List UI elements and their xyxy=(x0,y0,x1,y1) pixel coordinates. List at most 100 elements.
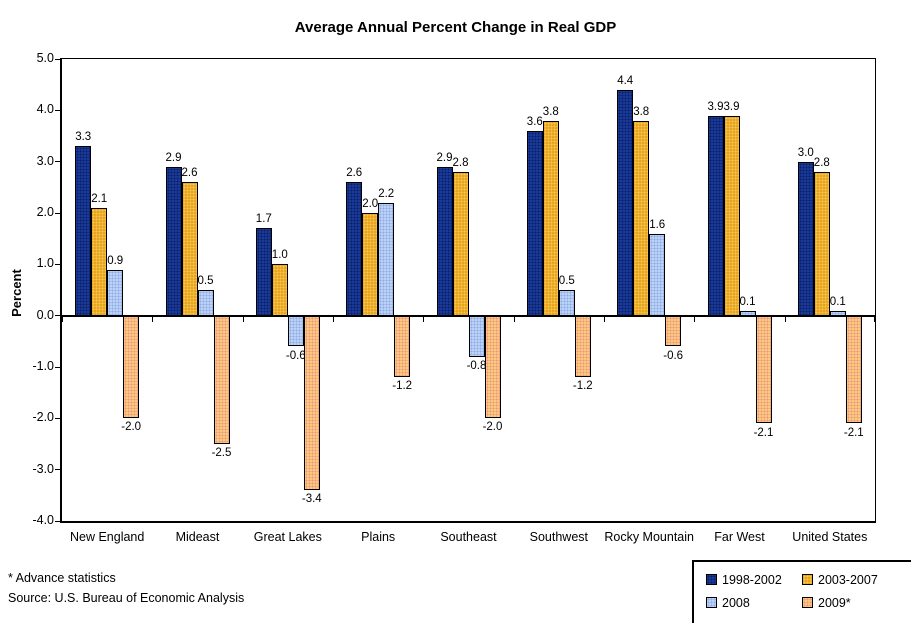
bar-2008-8 xyxy=(829,310,846,316)
bar-20032007-2 xyxy=(271,264,288,316)
legend-label: 2009* xyxy=(818,595,851,610)
bar-value-label: -1.2 xyxy=(572,380,593,393)
bar-2009-8 xyxy=(845,315,862,424)
x-axis-label-southwest: Southwest xyxy=(529,530,588,544)
category-tick xyxy=(152,316,153,322)
y-axis-tick-label: 3.0 xyxy=(36,153,54,168)
bar-value-label: 0.9 xyxy=(107,254,124,267)
bar-2009-1 xyxy=(213,315,230,444)
y-axis-tick xyxy=(55,212,62,214)
y-axis-tick-label: 0.0 xyxy=(36,307,54,322)
bar-value-label: 2.8 xyxy=(813,156,830,169)
bar-value-label: 1.6 xyxy=(649,218,666,231)
legend-swatch xyxy=(802,597,813,608)
footnotes: * Advance statistics Source: U.S. Bureau… xyxy=(8,568,244,608)
bar-value-label: 3.8 xyxy=(633,105,650,118)
bar-19982002-4 xyxy=(436,166,453,316)
bar-19982002-7 xyxy=(707,115,724,316)
y-axis-tick-label: 5.0 xyxy=(36,51,54,65)
x-axis-label-mideast: Mideast xyxy=(175,530,220,544)
plot-area: 3.3 2.9 1.7 2.6 2.9 3.6 4.4 3.9 3.0 2.1 2.6 1.0 2.0 2… xyxy=(60,58,876,523)
bar-value-label: 1.7 xyxy=(255,213,272,226)
bar-2008-1 xyxy=(197,290,214,316)
bar-2009-4 xyxy=(484,315,501,419)
bar-2009-0 xyxy=(123,315,140,419)
bar-19982002-3 xyxy=(346,182,363,316)
bar-value-label: -2.0 xyxy=(482,421,503,434)
y-axis-tick-label: 1.0 xyxy=(36,256,54,271)
x-axis-label-far-west: Far West xyxy=(714,530,765,544)
bar-value-label: -3.4 xyxy=(301,493,322,506)
category-tick xyxy=(874,316,875,322)
bar-value-label: 0.5 xyxy=(197,275,214,287)
bar-19982002-0 xyxy=(75,146,92,316)
x-axis-label-united-states: United States xyxy=(792,530,868,544)
bar-19982002-6 xyxy=(617,89,634,316)
legend-label: 2003-2007 xyxy=(818,572,878,587)
bar-value-label: -2.1 xyxy=(843,426,864,439)
footnote-advance-statistics: * Advance statistics xyxy=(8,571,116,585)
x-axis-zero-line xyxy=(62,314,875,317)
y-axis-tick xyxy=(55,161,62,163)
bar-value-label: 2.9 xyxy=(165,151,182,164)
bar-value-label: 0.5 xyxy=(558,275,575,287)
y-axis-tick xyxy=(55,469,62,471)
y-axis-tick-label: -3.0 xyxy=(32,461,54,476)
y-axis-tick-label: 2.0 xyxy=(36,205,54,219)
legend-swatch xyxy=(706,597,717,608)
bar-2009-5 xyxy=(574,315,591,378)
bar-2009-6 xyxy=(665,315,682,347)
bar-20032007-7 xyxy=(723,115,740,316)
y-axis-tick xyxy=(55,417,62,419)
bar-19982002-8 xyxy=(797,161,814,316)
bar-value-label: -2.0 xyxy=(121,421,142,434)
bar-value-label: 3.9 xyxy=(723,100,740,113)
y-axis-tick xyxy=(55,263,62,265)
bar-2008-4 xyxy=(468,315,485,357)
legend-item-2008: 2008 xyxy=(706,596,802,610)
bar-19982002-1 xyxy=(165,166,182,316)
bar-value-label: 1.0 xyxy=(271,249,288,262)
bar-value-label: -0.6 xyxy=(285,349,306,362)
y-axis-tick xyxy=(55,58,62,60)
bar-value-label: 0.1 xyxy=(739,295,756,308)
bar-value-label: 2.8 xyxy=(452,156,469,169)
category-tick xyxy=(333,316,334,322)
category-tick xyxy=(694,316,695,322)
bar-value-label: 2.6 xyxy=(181,167,198,180)
bar-2009-2 xyxy=(303,315,320,491)
bar-value-label: 2.6 xyxy=(346,167,363,180)
y-axis-tick-label: 4.0 xyxy=(36,102,54,117)
bar-value-label: 0.1 xyxy=(829,295,846,308)
bar-value-label: 2.0 xyxy=(362,198,379,210)
bar-19982002-2 xyxy=(255,228,272,316)
bar-20032007-8 xyxy=(813,171,830,316)
x-axis-label-plains: Plains xyxy=(361,530,396,544)
y-axis-tick-label: -1.0 xyxy=(32,359,54,373)
category-tick xyxy=(62,316,63,322)
category-tick xyxy=(604,316,605,322)
legend-swatch xyxy=(706,574,717,585)
bar-20032007-1 xyxy=(181,182,198,316)
legend-swatch xyxy=(802,574,813,585)
bar-value-label: 3.0 xyxy=(797,146,814,159)
bar-2008-0 xyxy=(107,269,124,316)
bar-value-label: 2.1 xyxy=(91,192,108,205)
bar-2008-2 xyxy=(287,315,304,347)
y-axis-tick-label: -4.0 xyxy=(32,513,54,527)
y-axis-tick xyxy=(55,520,62,522)
bar-20032007-6 xyxy=(633,120,650,316)
bar-value-label: 3.6 xyxy=(526,115,543,128)
legend-item-20032007: 2003-2007 xyxy=(802,573,911,587)
x-axis-label-great-lakes: Great Lakes xyxy=(253,530,322,544)
bar-value-label: -0.6 xyxy=(663,349,684,362)
x-axis-label-rocky-mountain: Rocky Mountain xyxy=(604,530,694,544)
bar-value-label: 2.9 xyxy=(436,151,453,164)
bar-20032007-4 xyxy=(452,171,469,316)
category-tick xyxy=(423,316,424,322)
bar-2009-7 xyxy=(755,315,772,424)
bar-value-label: -2.1 xyxy=(753,426,774,439)
bar-20032007-3 xyxy=(362,213,379,316)
bar-value-label: -0.8 xyxy=(466,359,487,372)
bar-value-label: 3.9 xyxy=(707,100,724,113)
